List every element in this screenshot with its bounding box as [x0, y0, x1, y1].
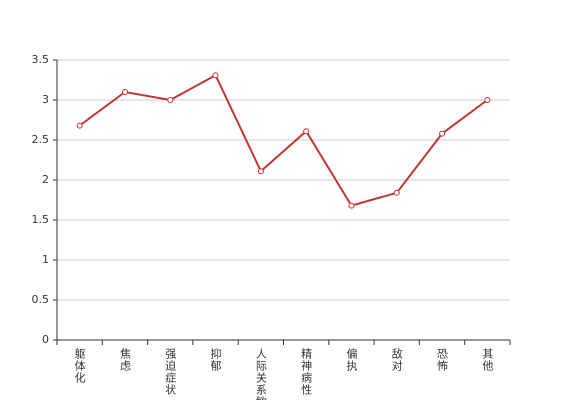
y-tick-label: 2 — [42, 173, 49, 186]
x-tick-label: 强迫症状 — [164, 348, 177, 396]
y-tick-label: 1.5 — [32, 213, 50, 226]
y-tick-label: 3.5 — [32, 53, 50, 66]
point — [167, 97, 174, 103]
point — [76, 122, 83, 129]
x-tick-label: 其他 — [481, 348, 494, 372]
y-tick-label: 1 — [42, 253, 49, 266]
point — [439, 130, 446, 137]
x-tick-label: 偏执 — [345, 347, 358, 372]
y-tick-label: 2.5 — [32, 133, 50, 146]
point — [121, 89, 128, 95]
point — [484, 97, 491, 103]
y-tick-label: 0 — [42, 333, 49, 346]
x-tick-label: 精神病性 — [300, 348, 313, 396]
point — [303, 128, 310, 135]
x-tick-label: 恐怖 — [436, 348, 449, 372]
line — [79, 73, 488, 207]
x-tick-label: 焦虑 — [118, 348, 131, 372]
point — [348, 202, 355, 209]
x-tick-label: 敌对 — [390, 347, 403, 372]
x-tick-label: 抑郁 — [209, 347, 222, 372]
y-tick-label: 3 — [42, 93, 49, 106]
x-tick-label: 躯体化 — [73, 348, 86, 384]
y-tick-label: 0.5 — [32, 293, 50, 306]
x-tick-label: 人际关系敏感 — [254, 348, 267, 400]
point — [393, 189, 400, 196]
point — [257, 168, 264, 175]
point — [212, 72, 219, 79]
